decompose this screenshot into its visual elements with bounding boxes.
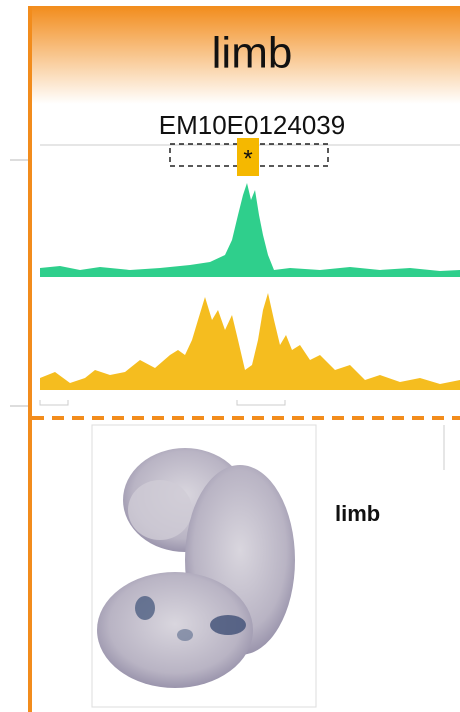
track-scale <box>40 400 285 405</box>
header-title: limb <box>212 29 293 78</box>
region-id: EM10E0124039 <box>159 110 345 140</box>
side-bar <box>28 6 32 712</box>
signal-track-green <box>40 183 460 277</box>
signal-track-yellow <box>40 293 460 390</box>
region-marker: * <box>243 145 252 172</box>
expression-label: limb <box>335 501 380 526</box>
figure-panel: limb EM10E0124039 * limb <box>0 0 460 712</box>
